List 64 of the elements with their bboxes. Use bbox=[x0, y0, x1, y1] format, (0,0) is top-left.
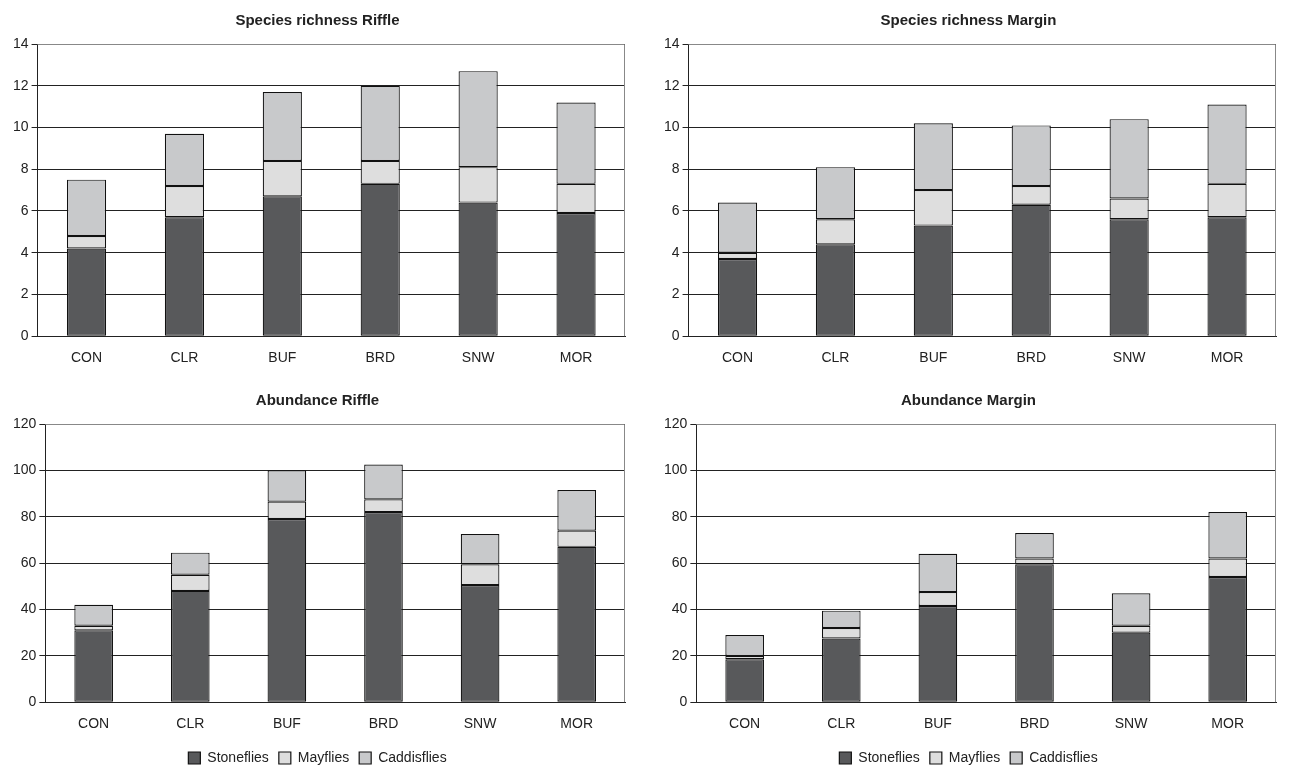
x-tick-label: CLR bbox=[821, 349, 850, 366]
x-tick-label: CON bbox=[721, 349, 754, 366]
y-tick-label: 80 bbox=[20, 507, 37, 524]
x-tick-label: SNW bbox=[1112, 349, 1147, 366]
y-tick-label: 80 bbox=[671, 507, 688, 524]
y-tick-label: 10 bbox=[663, 118, 680, 135]
y-tick-label: 100 bbox=[664, 461, 688, 478]
x-tick-label: MOR bbox=[560, 715, 594, 732]
x-tick-label: CON bbox=[729, 715, 761, 732]
y-tick-label: 14 bbox=[663, 34, 680, 51]
y-tick-label: 6 bbox=[20, 201, 29, 218]
y-tick-label: 12 bbox=[12, 76, 29, 93]
legend-label: Mayflies bbox=[948, 748, 1001, 765]
y-tick-label: 8 bbox=[671, 160, 680, 177]
y-tick-label: 60 bbox=[20, 553, 37, 570]
legend-label: Stoneflies bbox=[207, 748, 269, 765]
x-tick-label: SNW bbox=[461, 349, 496, 366]
x-tick-label: BUF bbox=[923, 715, 952, 732]
y-tick-label: 4 bbox=[20, 243, 29, 260]
y-tick-label: 2 bbox=[671, 285, 680, 302]
chart-title: Abundance Margin bbox=[900, 391, 1037, 409]
y-tick-label: 40 bbox=[20, 600, 37, 617]
x-tick-label: BRD bbox=[1019, 715, 1050, 732]
x-tick-label: CLR bbox=[827, 715, 856, 732]
y-tick-label: 0 bbox=[28, 693, 37, 710]
legend-label: Caddisflies bbox=[1029, 748, 1098, 765]
chart-title: Species richness Margin bbox=[880, 11, 1057, 29]
chart-title: Species richness Riffle bbox=[235, 11, 400, 29]
x-tick-label: MOR bbox=[1210, 349, 1244, 366]
y-tick-label: 8 bbox=[20, 160, 29, 177]
x-tick-label: BRD bbox=[1016, 349, 1047, 366]
x-tick-label: BUF bbox=[272, 715, 301, 732]
legend-label: Stoneflies bbox=[858, 748, 920, 765]
x-tick-label: BUF bbox=[268, 349, 297, 366]
legend-label: Mayflies bbox=[297, 748, 350, 765]
x-tick-label: MOR bbox=[559, 349, 593, 366]
y-tick-label: 40 bbox=[671, 600, 688, 617]
y-tick-label: 20 bbox=[20, 646, 37, 663]
y-tick-label: 6 bbox=[671, 201, 680, 218]
y-tick-label: 2 bbox=[20, 285, 29, 302]
x-tick-label: BRD bbox=[368, 715, 399, 732]
x-tick-label: SNW bbox=[463, 715, 498, 732]
y-tick-label: 120 bbox=[13, 414, 37, 431]
x-tick-label: SNW bbox=[1114, 715, 1149, 732]
chart-title: Abundance Riffle bbox=[255, 391, 380, 409]
x-tick-label: BRD bbox=[365, 349, 396, 366]
y-tick-label: 0 bbox=[679, 693, 688, 710]
y-tick-label: 12 bbox=[663, 76, 680, 93]
legend-label: Caddisflies bbox=[378, 748, 447, 765]
y-tick-label: 10 bbox=[12, 118, 29, 135]
y-tick-label: 14 bbox=[12, 34, 29, 51]
y-tick-label: 0 bbox=[671, 327, 680, 344]
x-tick-label: CLR bbox=[170, 349, 199, 366]
y-tick-label: 4 bbox=[671, 243, 680, 260]
x-tick-label: CON bbox=[78, 715, 110, 732]
y-tick-label: 60 bbox=[671, 553, 688, 570]
x-tick-label: MOR bbox=[1211, 715, 1245, 732]
x-tick-label: BUF bbox=[919, 349, 948, 366]
y-tick-label: 100 bbox=[13, 461, 37, 478]
x-tick-label: CLR bbox=[176, 715, 205, 732]
y-tick-label: 120 bbox=[664, 414, 688, 431]
y-tick-label: 20 bbox=[671, 646, 688, 663]
x-tick-label: CON bbox=[70, 349, 103, 366]
y-tick-label: 0 bbox=[20, 327, 29, 344]
